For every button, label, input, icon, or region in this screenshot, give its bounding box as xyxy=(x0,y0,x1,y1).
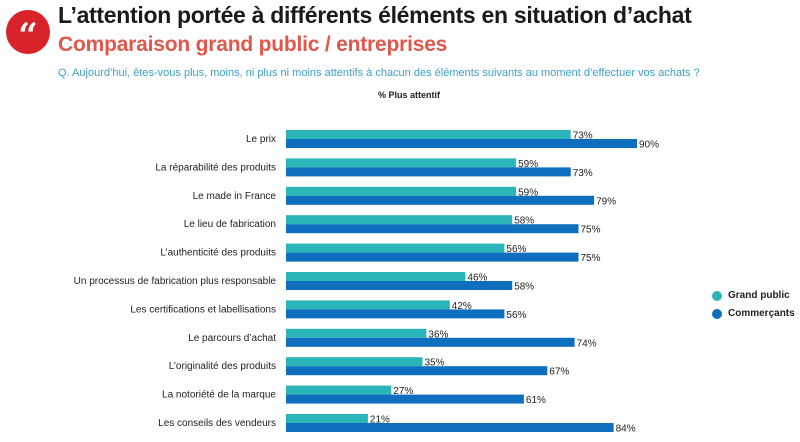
data-label-commercants: 61% xyxy=(526,395,546,406)
bar-grand-public xyxy=(286,158,517,168)
bar-commercants xyxy=(286,195,595,205)
chart-title: L’attention portée à différents éléments… xyxy=(58,2,692,28)
bar-grand-public xyxy=(286,215,513,225)
bar-grand-public xyxy=(286,414,368,423)
data-label-commercants: 75% xyxy=(581,225,601,236)
data-label-grand-public: 35% xyxy=(425,358,445,369)
category-label: Le parcours d’achat xyxy=(188,333,276,344)
data-label-commercants: 56% xyxy=(506,310,526,321)
data-label-grand-public: 46% xyxy=(467,273,487,284)
legend-swatch-commercants xyxy=(712,308,722,319)
data-label-commercants: 79% xyxy=(596,196,616,207)
bar-commercants xyxy=(286,252,579,262)
bar-grand-public xyxy=(286,186,517,196)
category-label: L’authenticité des produits xyxy=(160,248,276,259)
category-label: Le prix xyxy=(246,134,276,145)
bar-commercants xyxy=(286,224,579,234)
bar-commercants xyxy=(286,167,571,177)
legend-label-commercants: Commerçants xyxy=(728,308,795,319)
legend-label-grand-public: Grand public xyxy=(728,290,790,301)
bar-grand-public xyxy=(286,243,505,253)
data-label-grand-public: 58% xyxy=(514,216,534,227)
data-label-commercants: 84% xyxy=(616,424,636,435)
legend-item-grand-public: Grand public xyxy=(712,288,795,303)
data-label-grand-public: 27% xyxy=(393,386,413,397)
data-label-commercants: 74% xyxy=(577,338,597,349)
bar-commercants xyxy=(286,337,575,347)
bar-grand-public xyxy=(286,272,466,281)
bar-grand-public xyxy=(286,385,392,395)
measure-label: % Plus attentif xyxy=(378,90,441,100)
data-label-grand-public: 36% xyxy=(428,329,448,340)
bar-commercants xyxy=(286,139,637,148)
category-label: Les certifications et labellisations xyxy=(130,304,276,315)
bar-grand-public xyxy=(286,357,423,367)
bar-grand-public xyxy=(286,300,450,310)
data-label-commercants: 90% xyxy=(639,140,659,151)
bar-commercants xyxy=(286,309,505,319)
bar-grand-public xyxy=(286,130,571,139)
category-label: Un processus de fabrication plus respons… xyxy=(74,276,277,287)
survey-question: Q. Aujourd’hui, êtes-vous plus, moins, n… xyxy=(58,67,700,79)
logo: “ xyxy=(6,10,50,56)
data-label-grand-public: 42% xyxy=(452,301,472,312)
data-label-grand-public: 59% xyxy=(518,159,538,170)
category-label: L’originalité des produits xyxy=(169,361,276,372)
category-label: Le made in France xyxy=(193,191,277,202)
legend: Grand public Commerçants xyxy=(712,288,795,324)
bar-commercants xyxy=(286,394,524,404)
quote-mark-icon: “ xyxy=(18,16,38,56)
legend-item-commercants: Commerçants xyxy=(712,306,795,321)
bar-commercants xyxy=(286,423,614,432)
data-label-commercants: 75% xyxy=(581,253,601,264)
data-label-grand-public: 21% xyxy=(370,415,390,426)
bar-commercants xyxy=(286,281,513,290)
category-label: Le lieu de fabrication xyxy=(184,219,276,230)
chart-subtitle: Comparaison grand public / entreprises xyxy=(58,33,448,56)
bar-commercants xyxy=(286,366,548,376)
legend-swatch-grand-public xyxy=(712,290,722,301)
category-label: Les conseils des vendeurs xyxy=(158,418,276,429)
category-label: La notoriété de la marque xyxy=(162,390,276,401)
data-label-grand-public: 56% xyxy=(506,244,526,255)
data-label-commercants: 58% xyxy=(514,282,534,293)
data-label-commercants: 67% xyxy=(549,367,569,378)
category-label: La réparabilité des produits xyxy=(155,162,276,173)
data-label-grand-public: 73% xyxy=(573,131,593,142)
data-label-commercants: 73% xyxy=(573,168,593,179)
data-label-grand-public: 59% xyxy=(518,187,538,198)
bar-grand-public xyxy=(286,328,427,338)
